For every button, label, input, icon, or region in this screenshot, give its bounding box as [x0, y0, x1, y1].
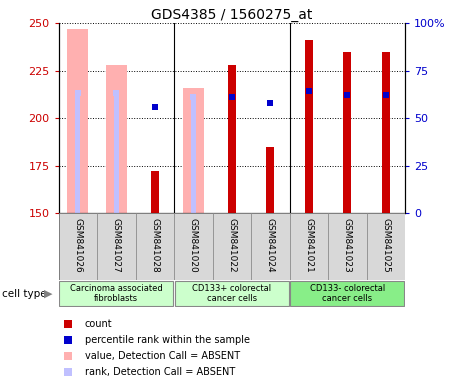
- FancyBboxPatch shape: [290, 281, 404, 306]
- FancyBboxPatch shape: [175, 281, 289, 306]
- Text: CD133- colorectal
cancer cells: CD133- colorectal cancer cells: [310, 284, 385, 303]
- Bar: [174, 213, 212, 280]
- Text: GSM841028: GSM841028: [150, 218, 159, 273]
- Bar: [58, 213, 405, 280]
- Bar: [191, 97, 196, 213]
- Text: GSM841025: GSM841025: [381, 218, 390, 273]
- Bar: [289, 213, 328, 280]
- Bar: [382, 51, 390, 213]
- Text: GSM841020: GSM841020: [189, 218, 198, 273]
- Text: GSM841021: GSM841021: [304, 218, 313, 273]
- Bar: [212, 213, 251, 280]
- Bar: [58, 213, 97, 280]
- Bar: [97, 213, 135, 280]
- Text: value, Detection Call = ABSENT: value, Detection Call = ABSENT: [85, 351, 240, 361]
- Bar: [183, 88, 204, 213]
- Bar: [150, 171, 159, 213]
- Bar: [114, 93, 118, 213]
- Bar: [266, 147, 274, 213]
- Bar: [328, 213, 366, 280]
- Bar: [305, 40, 313, 213]
- Bar: [366, 213, 405, 280]
- Text: rank, Detection Call = ABSENT: rank, Detection Call = ABSENT: [85, 367, 235, 377]
- Text: CD133+ colorectal
cancer cells: CD133+ colorectal cancer cells: [192, 284, 271, 303]
- Text: GSM841023: GSM841023: [343, 218, 352, 273]
- Bar: [343, 51, 351, 213]
- Text: GSM841026: GSM841026: [73, 218, 82, 273]
- Text: percentile rank within the sample: percentile rank within the sample: [85, 335, 249, 345]
- Bar: [135, 213, 174, 280]
- Text: Carcinoma associated
fibroblasts: Carcinoma associated fibroblasts: [70, 284, 162, 303]
- FancyBboxPatch shape: [59, 281, 173, 306]
- Bar: [251, 213, 289, 280]
- Text: GSM841027: GSM841027: [112, 218, 121, 273]
- Text: GSM841022: GSM841022: [227, 218, 236, 273]
- Bar: [76, 93, 80, 213]
- Text: GSM841024: GSM841024: [266, 218, 275, 273]
- Title: GDS4385 / 1560275_at: GDS4385 / 1560275_at: [151, 8, 312, 22]
- Text: count: count: [85, 319, 112, 329]
- Bar: [228, 65, 236, 213]
- Text: cell type: cell type: [2, 289, 47, 299]
- Bar: [67, 29, 88, 213]
- Text: ▶: ▶: [44, 289, 53, 299]
- Bar: [106, 65, 127, 213]
